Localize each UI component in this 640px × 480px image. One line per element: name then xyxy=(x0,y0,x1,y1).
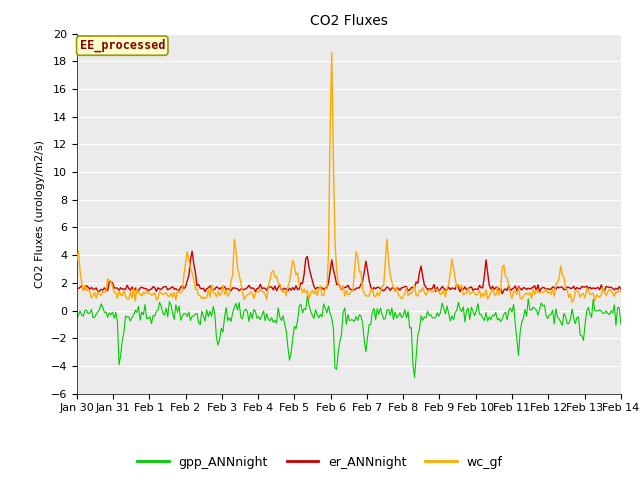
Legend: gpp_ANNnight, er_ANNnight, wc_gf: gpp_ANNnight, er_ANNnight, wc_gf xyxy=(132,451,508,474)
Y-axis label: CO2 Fluxes (urology/m2/s): CO2 Fluxes (urology/m2/s) xyxy=(35,140,45,288)
Text: EE_processed: EE_processed xyxy=(79,39,165,52)
Title: CO2 Fluxes: CO2 Fluxes xyxy=(310,14,388,28)
